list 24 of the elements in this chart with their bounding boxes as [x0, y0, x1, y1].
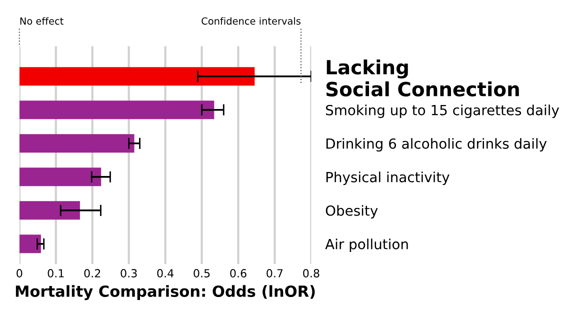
y-tick-label: Smoking up to 15 cigarettes daily: [326, 104, 560, 118]
y-tick-label: Air pollution: [325, 238, 408, 252]
bar: [19, 234, 41, 254]
x-tick-label: 0.1: [48, 269, 64, 278]
x-tick-label: 0.6: [230, 269, 246, 278]
bar: [19, 100, 214, 120]
y-tick-label: Drinking 6 alcoholic drinks daily: [326, 138, 547, 152]
y-tick-label: Lacking Social Connection: [326, 59, 519, 96]
x-tick-label: 0.4: [157, 269, 174, 278]
y-tick-label: Physical inactivity: [326, 172, 450, 186]
x-tick-label: 0.5: [194, 269, 210, 278]
y-tick-label: Obesity: [326, 205, 378, 219]
x-tick-label: 0.8: [303, 269, 320, 278]
x-tick-label: 0.3: [120, 269, 137, 278]
x-tick-label: 0.2: [84, 269, 100, 278]
bar: [19, 168, 102, 186]
bar: [19, 134, 134, 153]
x-tick-label: 0: [16, 269, 22, 278]
text: Confidence intervals: [202, 17, 301, 25]
text: No effect: [20, 17, 64, 25]
x-tick-label: 0.7: [266, 269, 283, 278]
x-axis-title: Mortality Comparison: Odds (lnOR): [16, 285, 315, 300]
bar: [19, 201, 80, 220]
bar: [19, 67, 255, 86]
